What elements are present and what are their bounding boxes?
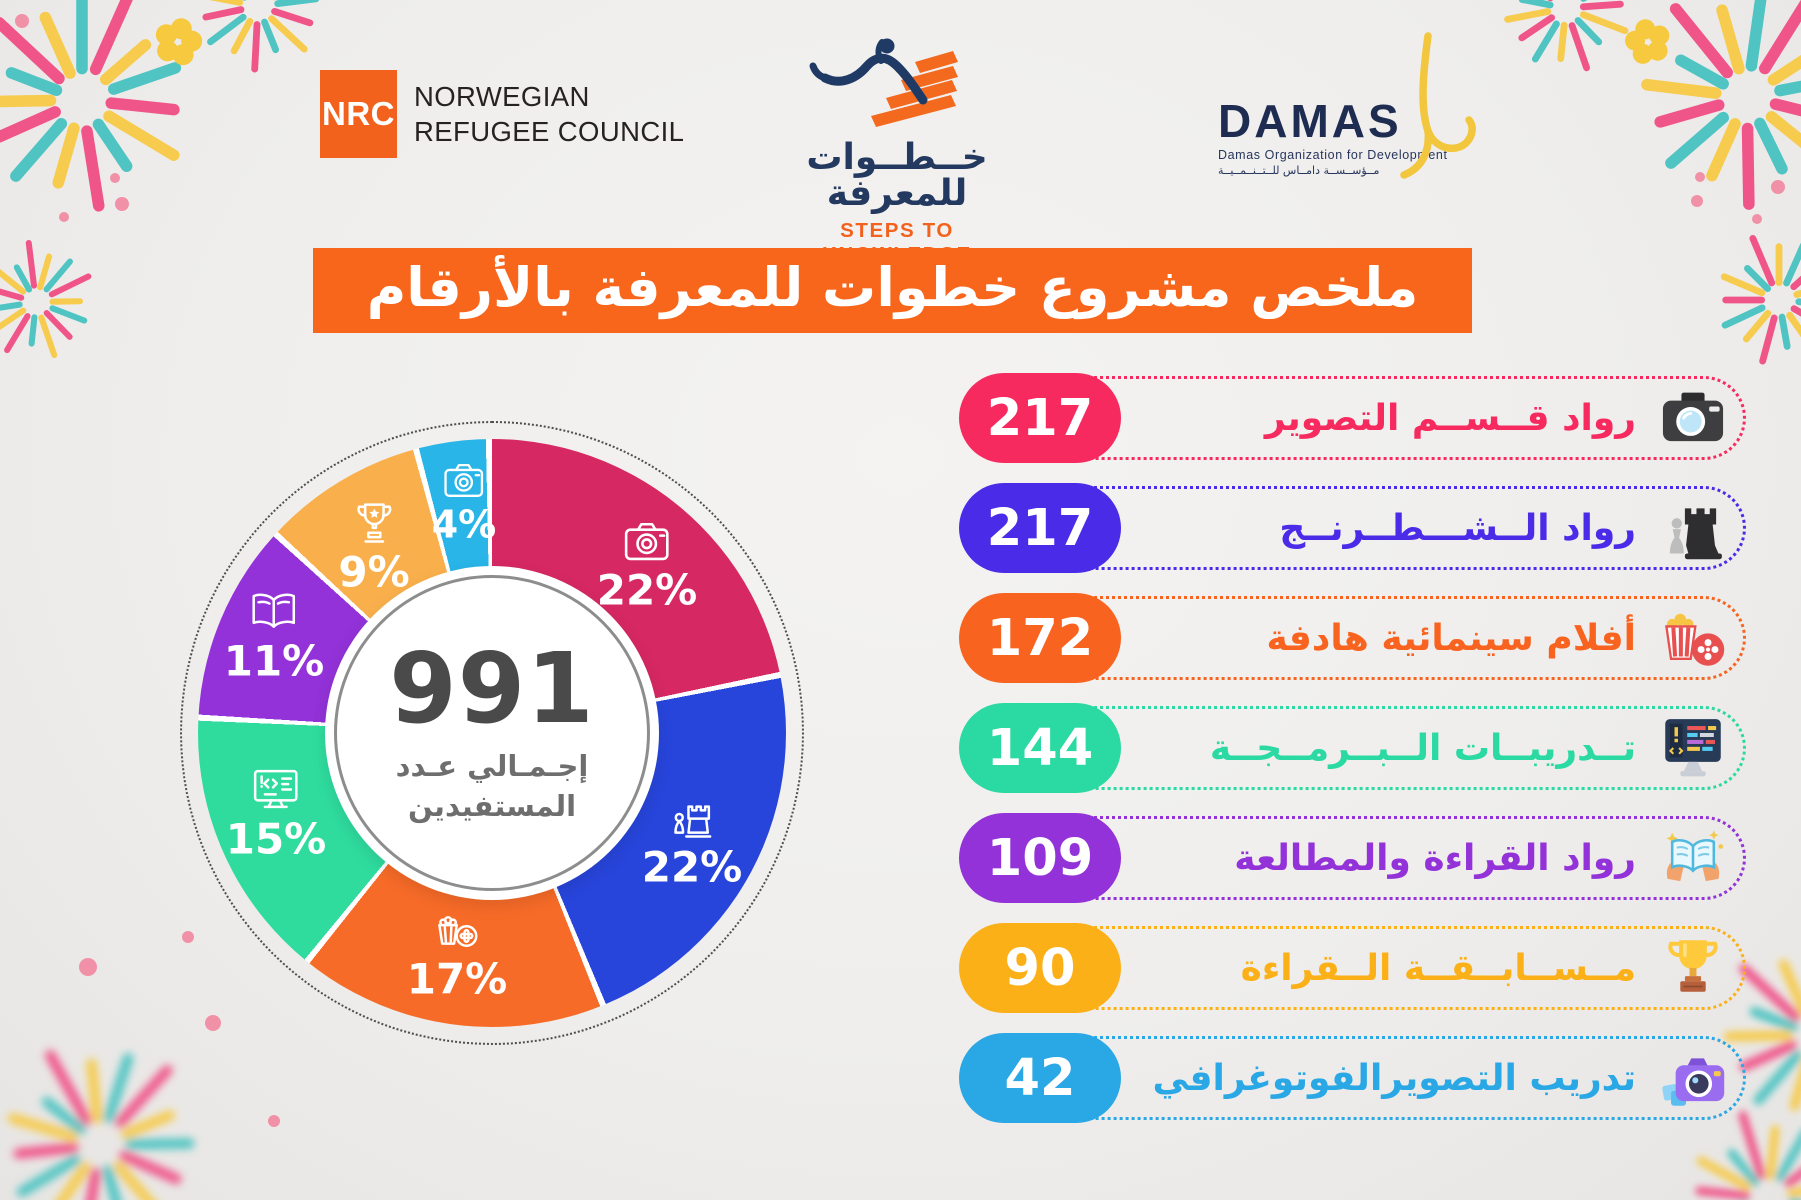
damas-logo-tagline: Damas Organization for Development xyxy=(1218,148,1448,162)
stat-row-cinema-films: 172 أفلام سينمائية هادفة xyxy=(959,593,1746,683)
segment-label-reading: 11% xyxy=(224,586,324,683)
segment-label-cinema: 17% xyxy=(407,904,507,1001)
runner-stairs-icon xyxy=(809,38,958,127)
nrc-logo-mark: NRC xyxy=(320,70,397,158)
title-banner: ملخص مشروع خطوات للمعرفة بالأرقام xyxy=(313,248,1472,333)
stat-value-pill: 144 xyxy=(959,703,1121,793)
segment-label-programming: 15% xyxy=(226,764,326,861)
trophy-icon xyxy=(357,503,391,543)
nrc-logo-text: NORWEGIAN REFUGEE COUNCIL xyxy=(414,80,685,147)
donut-center: 991 إجـمـالي عـدد المستفيدين xyxy=(325,566,659,900)
stat-row-reading-contest: 90 مــســابــقــة الــقراءة xyxy=(959,923,1746,1013)
open-book-icon xyxy=(252,593,296,628)
nrc-logo: NRC NORWEGIAN REFUGEE COUNCIL xyxy=(320,70,684,158)
camera-icon xyxy=(1656,381,1730,455)
camera-icon xyxy=(444,463,484,497)
total-beneficiaries-caption: إجـمـالي عـدد المستفيدين xyxy=(395,749,589,823)
damas-logo-name: DAMAS xyxy=(1218,95,1402,147)
programming-icon xyxy=(254,769,298,809)
page-title: ملخص مشروع خطوات للمعرفة بالأرقام xyxy=(366,255,1419,319)
stat-value-pill: 172 xyxy=(959,593,1121,683)
stat-value-pill: 217 xyxy=(959,373,1121,463)
steps-logo-arabic: خــطــوات للمعرفة xyxy=(806,137,988,214)
damas-logo: DAMAS Damas Organization for Development… xyxy=(1218,98,1486,177)
programming-icon xyxy=(1656,711,1730,785)
segment-label-chess: 22% xyxy=(642,792,742,889)
stat-row-chess: 217 رواد الــشـــطــرنــج xyxy=(959,483,1746,573)
stat-label: رواد القراءة والمطالعة xyxy=(1234,837,1636,879)
steps-to-knowledge-logo: خــطــوات للمعرفة STEPS TO KNOWLEDGE xyxy=(763,34,1031,267)
cinema-icon xyxy=(1656,601,1730,675)
stat-value-pill: 217 xyxy=(959,483,1121,573)
stat-label: تــدريبــات الــبــرمــجــة xyxy=(1209,727,1636,769)
stat-row-photography-dept: 217 رواد قــســم التصوير xyxy=(959,373,1746,463)
total-beneficiaries-value: 991 xyxy=(389,632,595,746)
stat-label: رواد قــســم التصوير xyxy=(1264,397,1636,439)
stat-label: رواد الــشـــطــرنــج xyxy=(1279,507,1636,549)
segment-label-photo-training: 4% xyxy=(432,457,496,544)
cinema-icon xyxy=(438,916,478,947)
stat-row-photography-training: 42 تدريب التصويرالفوتوغرافي xyxy=(959,1033,1746,1123)
segment-label-photography-dept: 22% xyxy=(597,515,697,612)
damas-logo-mark xyxy=(1400,32,1476,179)
stat-label: مــســابــقــة الــقراءة xyxy=(1240,947,1636,989)
stat-value-pill: 42 xyxy=(959,1033,1121,1123)
camera-icon xyxy=(625,522,669,561)
damas-logo-arabic: مــؤســســة دامــاس للــتــنــمــيــة xyxy=(1218,164,1380,177)
reading-book-icon xyxy=(1656,821,1730,895)
stat-label: تدريب التصويرالفوتوغرافي xyxy=(1152,1057,1636,1099)
stat-value-pill: 90 xyxy=(959,923,1121,1013)
stat-row-reading-club: 109 رواد القراءة والمطالعة xyxy=(959,813,1746,903)
stat-label: أفلام سينمائية هادفة xyxy=(1266,617,1636,659)
segment-label-reading-contest: 9% xyxy=(338,497,410,594)
stat-row-programming-training: 144 تــدريبــات الــبــرمــجــة xyxy=(959,703,1746,793)
trophy-icon xyxy=(1656,931,1730,1005)
photography-camera-icon xyxy=(1656,1041,1730,1115)
donut-dotted-ring xyxy=(180,421,804,1045)
chess-rook-icon xyxy=(674,805,712,838)
stat-value-pill: 109 xyxy=(959,813,1121,903)
chess-rook-icon xyxy=(1656,491,1730,565)
